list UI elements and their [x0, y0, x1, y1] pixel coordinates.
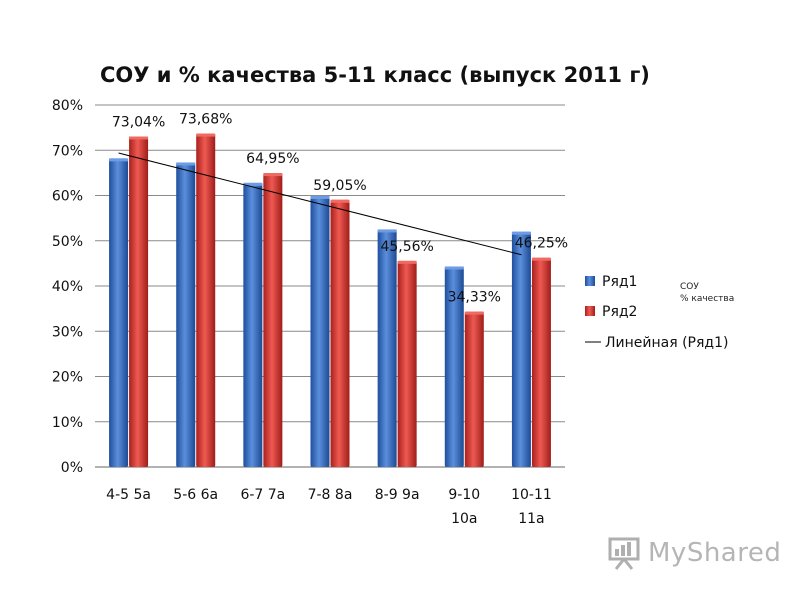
data-label: 46,25% [515, 236, 568, 252]
bar-top [263, 173, 283, 177]
bar-series1 [511, 231, 531, 467]
bar-top [109, 158, 129, 162]
x-tick-label: 10а [451, 511, 477, 527]
data-label: 64,95% [246, 151, 299, 167]
bar-top [243, 182, 263, 186]
x-tick-label: 11а [518, 511, 544, 527]
bar-top [330, 199, 350, 203]
trendline-line [118, 152, 522, 256]
bar-top [310, 195, 330, 199]
y-tick-label: 30% [52, 324, 83, 340]
data-label: 73,68% [179, 112, 232, 128]
y-tick-label: 40% [52, 279, 83, 295]
x-tick-label: 10-11 [511, 487, 552, 503]
bar-top [444, 266, 464, 270]
bar-top [176, 162, 196, 166]
trendline [118, 152, 522, 256]
y-tick-label: 0% [61, 460, 83, 476]
chart-title: СОУ и % качества 5-11 класс (выпуск 2011… [100, 63, 650, 87]
legend-label: Ряд1 [602, 274, 637, 290]
watermark-text: MyShared [648, 538, 782, 568]
y-tick-label: 70% [52, 143, 83, 159]
y-tick-label: 10% [52, 415, 83, 431]
y-tick-label: 50% [52, 234, 83, 250]
bar-top [511, 231, 531, 235]
x-tick-label: 4-5 5а [106, 487, 151, 503]
bar-series1 [310, 195, 330, 467]
bar-series2 [330, 199, 350, 467]
bar-series1 [377, 229, 397, 467]
bar-series2 [263, 173, 283, 467]
bar-series2 [129, 136, 149, 467]
legend-swatch [585, 306, 595, 316]
gridlines [95, 104, 565, 468]
side-note-2: % качества [680, 294, 735, 304]
legend-label: Линейная (Ряд1) [605, 335, 728, 351]
x-tick-label: 8-9 9а [375, 487, 420, 503]
bar-series2 [397, 260, 417, 467]
y-tick-label: 60% [52, 189, 83, 205]
bar-top [196, 133, 216, 137]
y-axis: 0% 10% 20% 30% 40% 50% 60% 70% 80% [52, 98, 83, 476]
x-tick-label: 6-7 7а [240, 487, 285, 503]
watermark-logo: MyShared [606, 536, 781, 570]
bar-series2 [531, 257, 551, 467]
bar-series2 [196, 133, 216, 467]
data-label: 34,33% [448, 290, 501, 306]
bar-series1 [109, 158, 129, 467]
bar-top [531, 257, 551, 261]
bars [109, 133, 551, 467]
data-label: 73,04% [112, 114, 165, 130]
bar-series1 [176, 162, 196, 467]
bar-top [397, 260, 417, 264]
data-labels: 73,04% 73,68% 64,95% 59,05% 45,56% 34,33% 46,2… [112, 112, 568, 306]
x-tick-label: 9-10 [448, 487, 480, 503]
data-label: 45,56% [380, 239, 433, 255]
legend-label: Ряд2 [602, 304, 637, 320]
side-note-1: СОУ [680, 282, 699, 292]
bar-top [129, 136, 149, 140]
presentation-icon [608, 537, 640, 570]
x-axis: 4-5 5а 5-6 6а 6-7 7а 7-8 8а 8-9 9а 9-10 10а 10-… [106, 487, 552, 527]
x-tick-label: 5-6 6а [173, 487, 218, 503]
bar-series1 [444, 266, 464, 467]
data-label: 59,05% [313, 178, 366, 194]
bar-top [464, 311, 484, 315]
bar-series2 [464, 311, 484, 467]
y-tick-label: 80% [52, 98, 83, 114]
bar-series1 [243, 182, 263, 467]
x-tick-label: 7-8 8а [308, 487, 353, 503]
legend: Ряд1 Ряд2 Линейная (Ряд1) [585, 274, 728, 351]
legend-swatch [585, 276, 595, 286]
bar-top [377, 229, 397, 233]
y-tick-label: 20% [52, 370, 83, 386]
